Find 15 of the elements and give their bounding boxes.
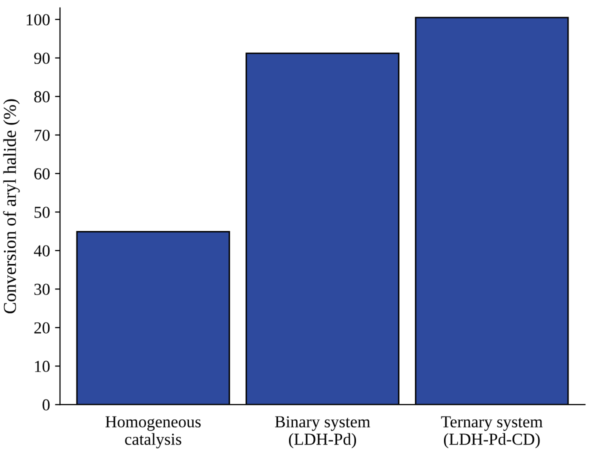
x-tick-label: Binary system (LDH-Pd) xyxy=(275,416,370,448)
y-tick-label: 50 xyxy=(34,206,50,218)
y-tick-label: 80 xyxy=(34,91,50,102)
y-tick-label: 40 xyxy=(34,245,50,256)
y-tick-label: 0 xyxy=(42,399,50,411)
y-tick-label: 70 xyxy=(34,130,50,141)
y-axis-title: Conversion of aryl halide (%) xyxy=(3,99,20,314)
y-tick-label: 20 xyxy=(34,322,50,334)
y-tick-label: 60 xyxy=(34,168,50,180)
y-tick-label: 30 xyxy=(34,284,50,296)
y-tick-label: 10 xyxy=(35,360,50,372)
y-tick-label: 90 xyxy=(34,52,50,64)
y-tick-label: 100 xyxy=(26,14,50,26)
x-tick-label: Ternary system (LDH-Pd-CD) xyxy=(441,416,543,448)
x-tick-label: Homogeneous catalysis xyxy=(105,416,201,448)
